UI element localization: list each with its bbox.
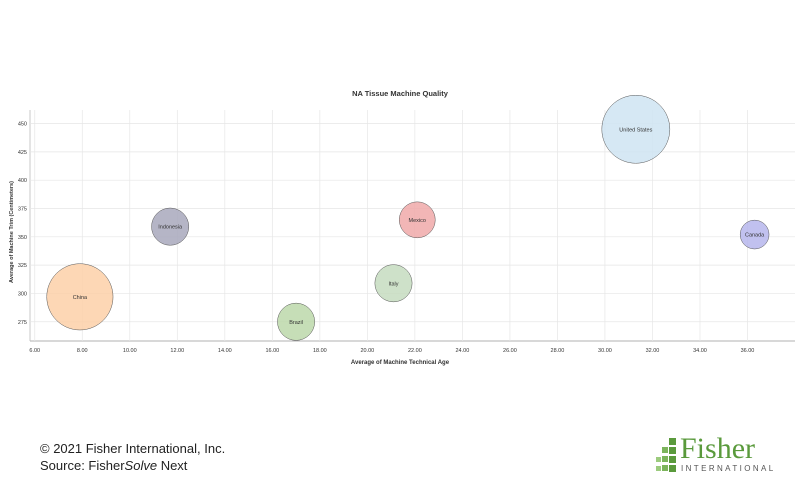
logo-word: Fisher <box>680 432 755 465</box>
copyright-text: © 2021 Fisher International, Inc. <box>40 441 226 456</box>
x-axis-label: Average of Machine Technical Age <box>351 360 450 366</box>
x-tick-label: 34.00 <box>693 348 707 354</box>
source-italic: Solve <box>124 458 158 473</box>
x-tick-label: 8.00 <box>77 348 88 354</box>
x-tick-label: 6.00 <box>29 348 40 354</box>
x-tick-label: 26.00 <box>503 348 517 354</box>
bubble-label: Indonesia <box>158 225 183 231</box>
bubble-circle <box>374 264 413 303</box>
x-tick-label: 20.00 <box>360 348 374 354</box>
x-tick-label: 18.00 <box>313 348 327 354</box>
y-tick-label: 300 <box>18 291 27 297</box>
bubble-point: China <box>46 263 114 331</box>
x-tick-label: 16.00 <box>265 348 279 354</box>
x-tick-label: 24.00 <box>456 348 470 354</box>
bubble-point: Indonesia <box>151 207 190 246</box>
x-axis-ticks: 6.00 8.00 10.00 12.00 14.00 16.00 18.00 20.00 22… <box>29 348 754 354</box>
x-tick-label: 12.00 <box>170 348 184 354</box>
bubble-point: Canada <box>739 219 770 250</box>
y-tick-label: 450 <box>18 122 27 128</box>
bubble-chart: NA Tissue Machine Quality 6.00 8.00 10.00 1… <box>9 89 795 366</box>
y-tick-label: 425 <box>18 150 27 156</box>
x-tick-label: 32.00 <box>646 348 660 354</box>
logo-mark-icon <box>656 438 676 472</box>
chart-title: NA Tissue Machine Quality <box>352 89 449 98</box>
bubble-circle <box>399 201 436 239</box>
bubble-circle <box>46 263 114 331</box>
bubble-label: Brazil <box>289 320 303 326</box>
source-prefix: Source: Fisher <box>40 458 125 473</box>
bubbles: United States China Indonesia Mexico Canada I… <box>46 95 770 341</box>
y-tick-label: 375 <box>18 207 27 213</box>
bubble-label: China <box>73 295 88 301</box>
source-suffix: Next <box>157 458 188 473</box>
bubble-point: Mexico <box>399 201 436 239</box>
x-tick-label: 22.00 <box>408 348 422 354</box>
logo-subtitle: INTERNATIONAL <box>681 464 776 473</box>
bubble-label: United States <box>619 127 652 133</box>
footer: © 2021 Fisher International, Inc. Source… <box>40 440 225 474</box>
bubble-label: Canada <box>745 233 765 239</box>
x-tick-label: 10.00 <box>123 348 137 354</box>
bubble-label: Mexico <box>409 218 426 224</box>
x-tick-label: 14.00 <box>218 348 232 354</box>
y-axis-ticks: 275 300 325 350 375 400 425 450 <box>18 122 27 326</box>
y-tick-label: 275 <box>18 320 27 326</box>
fisher-logo: Fisher INTERNATIONAL <box>655 432 776 476</box>
source-text: Source: FisherSolve Next <box>40 457 225 474</box>
bubble-point: United States <box>601 95 671 164</box>
bubble-circle <box>601 95 671 164</box>
y-axis-label: Average of Machine Trim (Centimeters) <box>9 181 15 283</box>
bubble-circle <box>151 207 190 246</box>
bubble-circle <box>739 219 770 250</box>
bubble-circle <box>277 302 315 341</box>
x-tick-label: 36.00 <box>741 348 755 354</box>
bubble-point: Italy <box>374 264 413 303</box>
y-tick-label: 325 <box>18 263 27 269</box>
bubble-label: Italy <box>388 281 398 287</box>
y-tick-label: 400 <box>18 178 27 184</box>
x-tick-label: 28.00 <box>551 348 565 354</box>
y-tick-label: 350 <box>18 235 27 241</box>
bubble-point: Brazil <box>277 302 315 341</box>
x-tick-label: 30.00 <box>598 348 612 354</box>
